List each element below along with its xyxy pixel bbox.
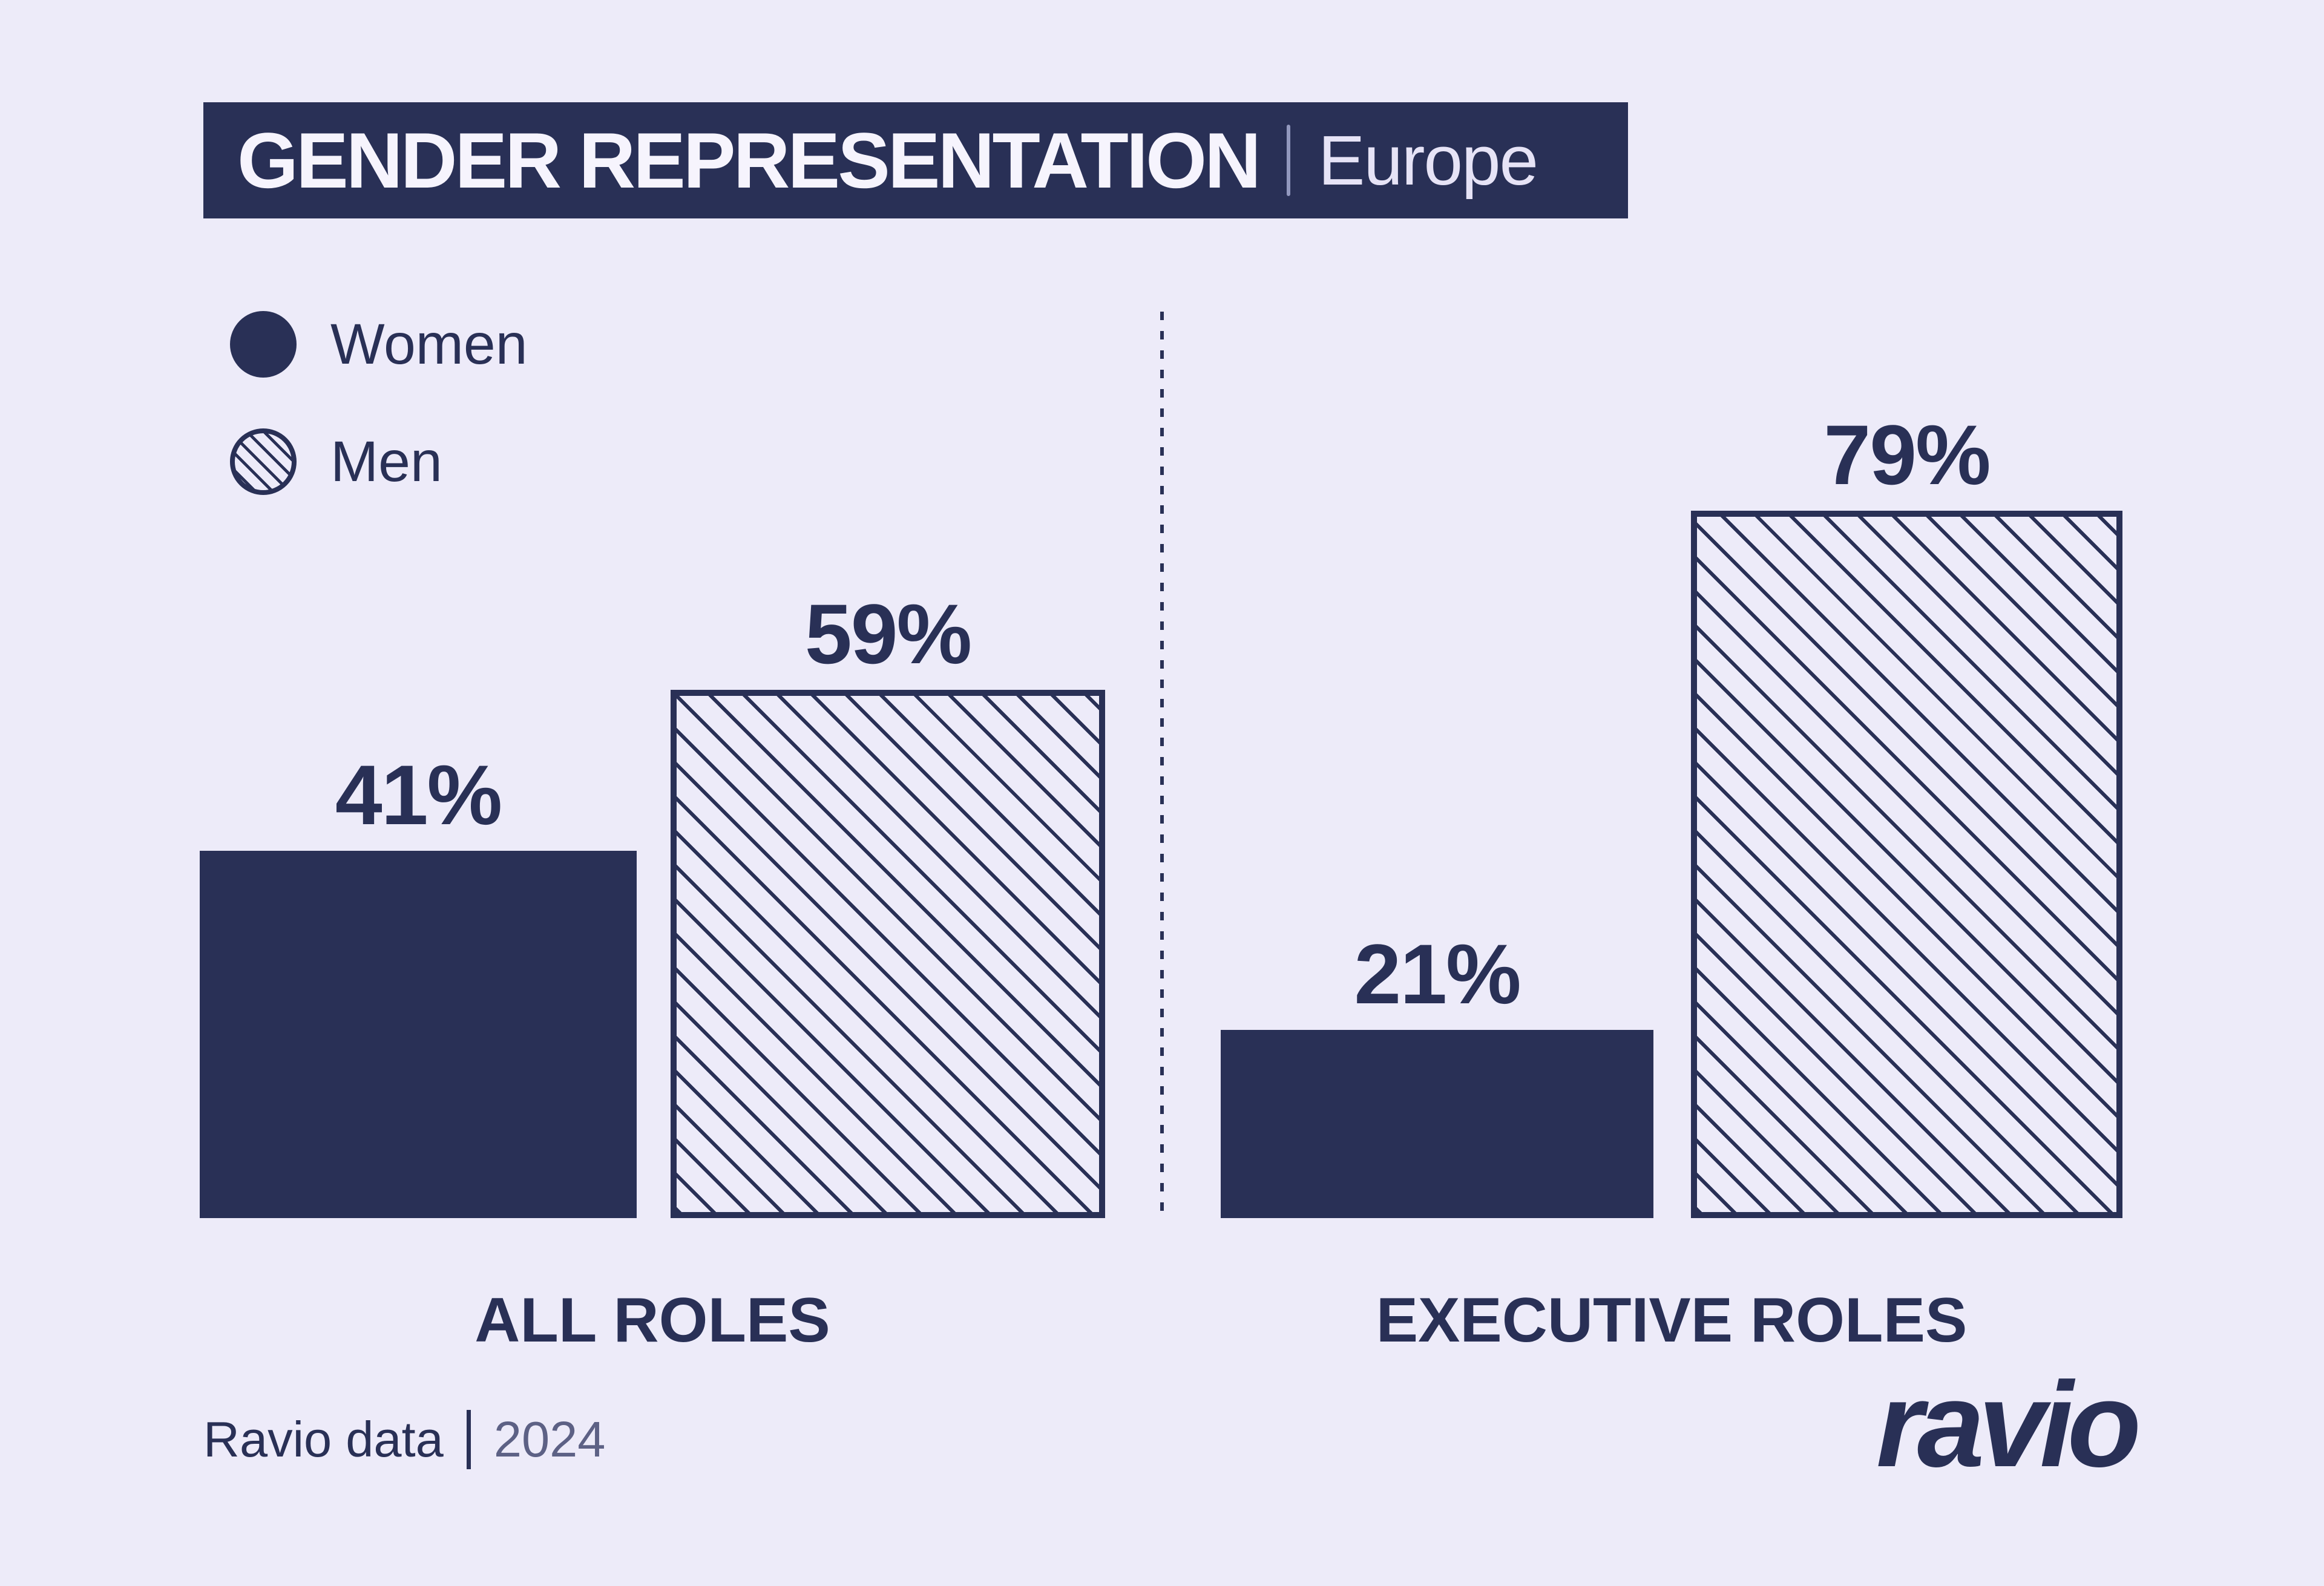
title-divider-bar [1287,125,1291,196]
category-label-all-roles: ALL ROLES [474,1285,830,1355]
bar-men-all-roles [671,689,1105,1218]
ravio-logo: ravio [1876,1357,2141,1492]
category-label-executive-roles: EXECUTIVE ROLES [1376,1285,1968,1355]
data-source: Ravio data 2024 [203,1410,605,1469]
value-label-women-all: 41% [335,747,502,843]
legend-label-men: Men [330,429,442,494]
bar-men-executive-roles [1691,510,2122,1218]
legend-label-women: Women [330,312,528,376]
value-label-men-exec: 79% [1823,407,1991,502]
source-divider-bar [466,1410,471,1469]
value-label-women-exec: 21% [1354,926,1521,1022]
title-banner: GENDER REPRESENTATION Europe [203,102,1628,218]
women-solid-circle-icon [230,311,297,378]
men-hatched-circle-icon [230,428,297,495]
value-label-men-all: 59% [804,586,972,681]
region-label: Europe [1318,121,1538,200]
legend-item-men: Men [230,428,442,495]
page-title: GENDER REPRESENTATION [237,116,1261,205]
bar-women-all-roles [200,851,637,1218]
legend-item-women: Women [230,311,528,378]
source-year: 2024 [493,1411,606,1467]
bar-women-executive-roles [1221,1030,1653,1218]
source-text: Ravio data [203,1411,444,1467]
dashed-group-divider [1160,312,1164,1216]
